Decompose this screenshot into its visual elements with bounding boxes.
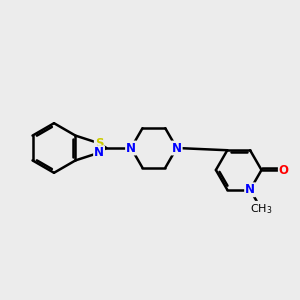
Text: S: S	[95, 137, 103, 150]
Text: N: N	[126, 142, 136, 154]
Text: N: N	[172, 142, 182, 154]
Text: CH$_3$: CH$_3$	[250, 202, 272, 216]
Text: O: O	[279, 164, 289, 176]
Text: N: N	[245, 183, 255, 196]
Text: N: N	[94, 146, 104, 159]
